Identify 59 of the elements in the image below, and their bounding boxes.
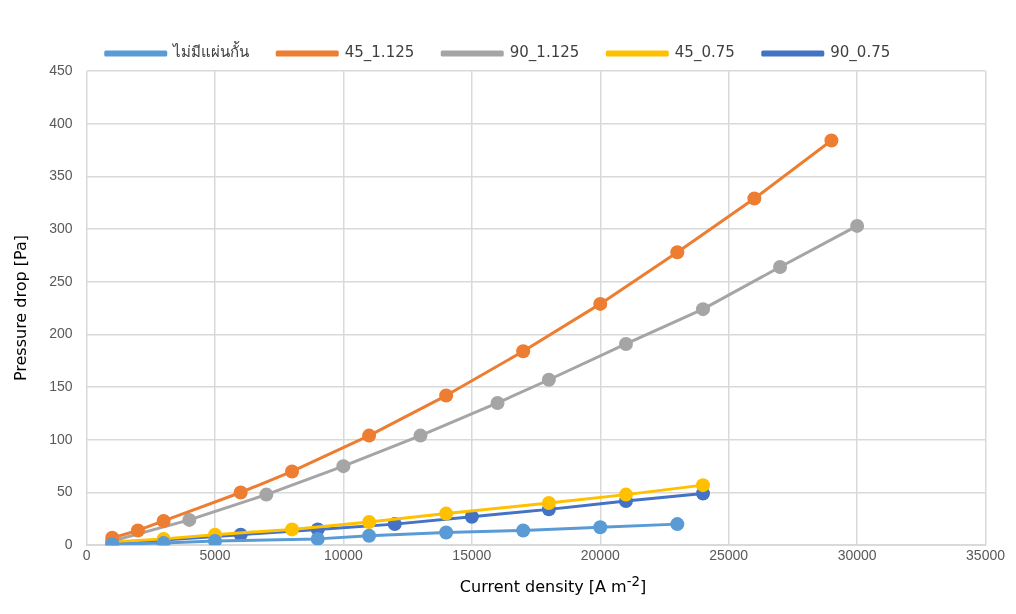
point (541, 372, 556, 387)
point (773, 260, 788, 274)
point (362, 428, 377, 443)
point (593, 520, 608, 535)
point (516, 523, 531, 538)
legend-label: 45_1.125 (344, 43, 415, 63)
point (413, 428, 428, 443)
y-tick-label: 150 (49, 377, 73, 394)
y-tick-label: 200 (49, 325, 73, 342)
point (850, 218, 865, 233)
x-tick-label: 25000 (709, 547, 749, 564)
x-tick-label: 20000 (580, 547, 620, 564)
point (541, 496, 556, 511)
x-tick-label: 5000 (199, 547, 231, 564)
y-tick-label: 100 (49, 430, 73, 447)
point (285, 522, 300, 537)
legend-label: 90_1.125 (509, 43, 580, 63)
y-tick-label: 0 (64, 536, 73, 553)
point (285, 464, 300, 479)
point (670, 517, 685, 532)
y-tick-label: 450 (49, 61, 73, 78)
point (259, 487, 274, 502)
y-tick-label: 300 (49, 219, 73, 236)
point (362, 528, 377, 543)
point (618, 487, 633, 502)
point (130, 523, 145, 538)
y-axis-title: Pressure drop [Pa] (10, 235, 30, 382)
legend-label: ไม่มีแผ่นกั้น (172, 41, 250, 62)
x-tick-label: 10000 (323, 547, 364, 564)
point (156, 513, 171, 528)
point (439, 388, 454, 403)
y-tick-label: 400 (49, 114, 73, 131)
point (362, 515, 377, 530)
x-tick-label: 0 (82, 547, 91, 564)
point (696, 478, 710, 493)
point (310, 531, 325, 546)
legend-label: 45_0.75 (674, 43, 735, 63)
x-axis-title: Current density [A m$^{-2}$] (458, 574, 648, 597)
point (439, 506, 454, 521)
legend-label: 90_0.75 (830, 43, 891, 63)
point (182, 512, 197, 527)
point (824, 133, 839, 148)
point (336, 459, 351, 474)
x-tick-label: 30000 (837, 547, 877, 564)
point (516, 344, 531, 359)
point (593, 296, 608, 311)
point (439, 525, 454, 540)
point (490, 395, 505, 410)
y-tick-label: 350 (49, 167, 73, 184)
y-tick-label: 50 (56, 483, 73, 500)
y-tick-label: 250 (49, 272, 73, 289)
point (670, 245, 685, 260)
point (233, 485, 248, 500)
point (747, 191, 762, 206)
point (696, 302, 710, 317)
point (207, 533, 222, 546)
point (618, 336, 633, 351)
x-tick-label: 35000 (966, 547, 1006, 564)
x-tick-label: 15000 (452, 547, 492, 564)
